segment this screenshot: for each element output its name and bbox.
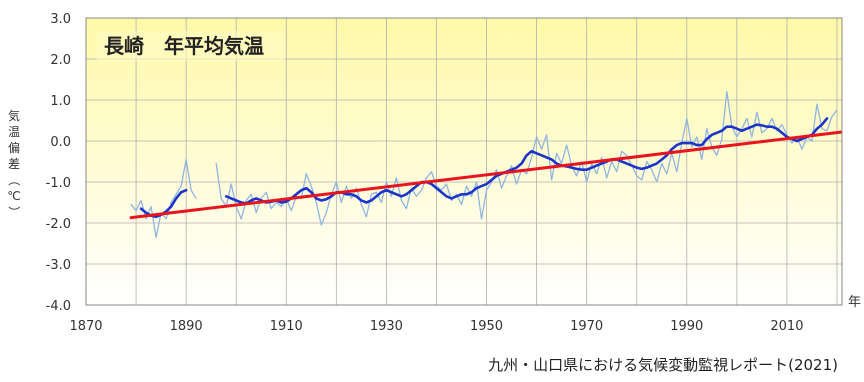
y-axis-label-char: 気: [8, 108, 20, 123]
x-tick-label: 1890: [170, 319, 203, 334]
annual-temperature-line: [130, 91, 838, 238]
series-layer: [129, 91, 842, 238]
x-tick-label: 1990: [670, 319, 703, 334]
x-tick-label: 1930: [370, 319, 403, 334]
x-tick-label: 1870: [69, 319, 102, 334]
grid: [85, 17, 842, 306]
y-axis-label-char: 温: [8, 125, 20, 139]
y-axis-label-char: 偏: [8, 140, 20, 155]
y-tick-label: 3.0: [50, 12, 71, 27]
title-box: [97, 31, 285, 61]
y-tick-label: -1.0: [46, 176, 71, 191]
x-tick-label: 2010: [770, 319, 803, 334]
y-axis-label-char: （: [7, 174, 21, 186]
y-axis-label-char: ）: [7, 206, 21, 218]
x-tick-label: 1970: [570, 319, 603, 334]
chart-title: 長崎 年平均気温: [104, 34, 264, 58]
source-caption: 九州・山口県における気候変動監視レポート(2021): [488, 356, 838, 374]
x-tick-label: 1950: [470, 319, 503, 334]
x-axis-label: 年: [848, 295, 861, 310]
trend-line: [129, 130, 842, 220]
plot-background: [86, 18, 842, 305]
y-tick-labels: 3.0 2.0 1.0 0.0 -1.0 -2.0 -3.0 -4.0: [46, 12, 71, 314]
y-tick-label: 0.0: [50, 135, 71, 150]
y-axis-label-char: 差: [8, 157, 20, 171]
y-tick-label: 2.0: [50, 53, 71, 68]
x-tick-label: 1910: [270, 319, 303, 334]
y-tick-label: 1.0: [50, 94, 71, 109]
y-axis-label-char: ℃: [7, 189, 20, 203]
x-tick-labels: 1870 1890 1910 1930 1950 1970 1990 2010: [69, 319, 803, 334]
plot-frame: [85, 17, 843, 306]
y-tick-label: -4.0: [46, 299, 71, 314]
y-tick-label: -2.0: [46, 217, 71, 232]
y-tick-label: -3.0: [46, 258, 71, 273]
